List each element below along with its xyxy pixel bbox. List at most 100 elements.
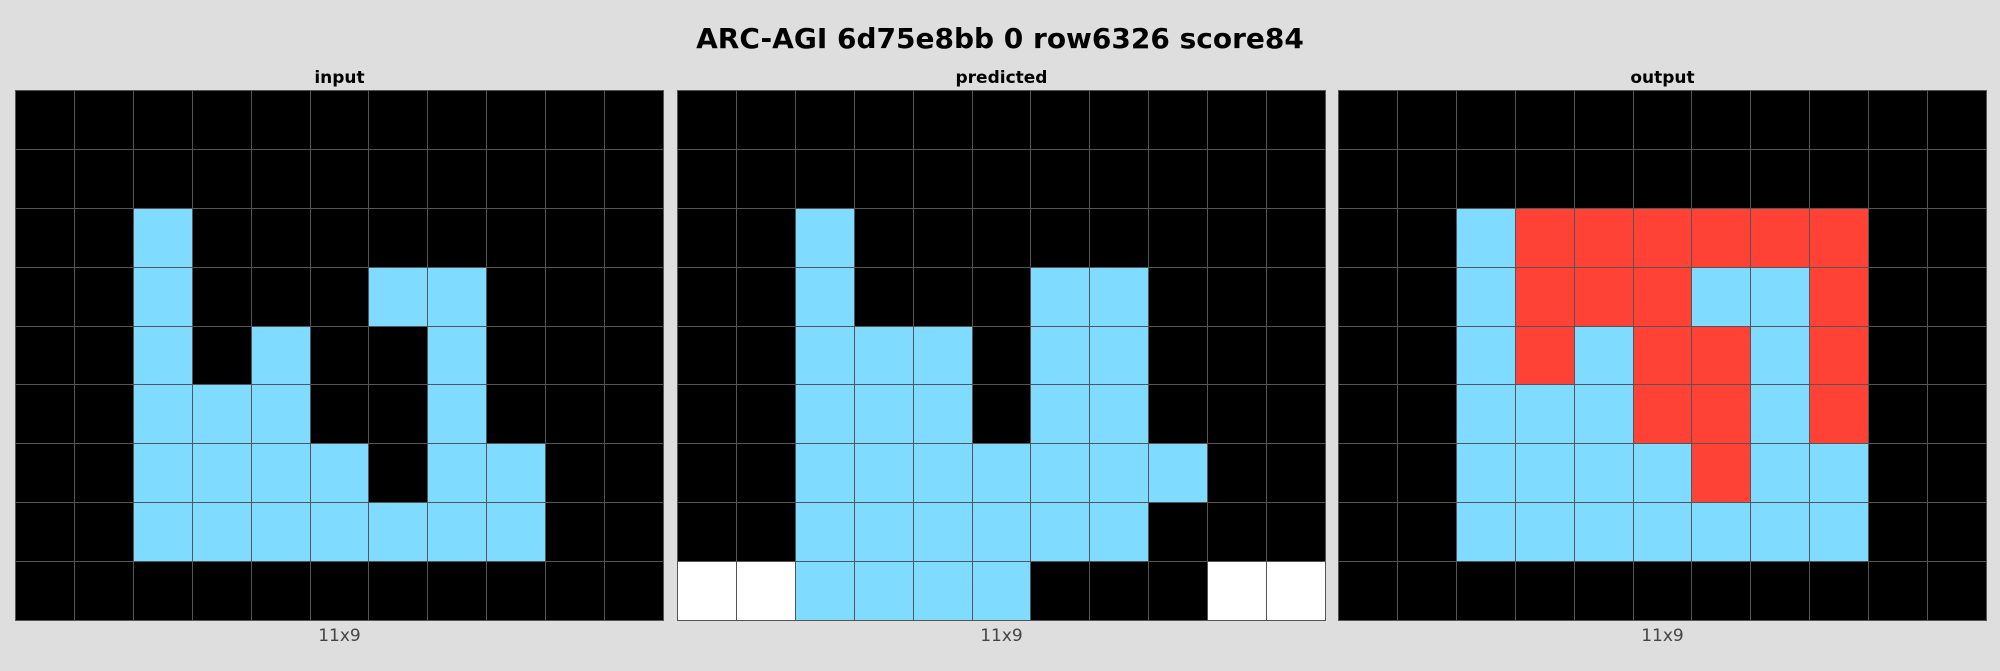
grid-cell [1869,503,1928,562]
grid-cell [1456,385,1515,444]
grid-cell [16,562,74,620]
grid-cell [972,326,1031,385]
grid-cell [192,385,251,444]
grid-cell [428,562,487,620]
grid-cell [1456,326,1515,385]
grid-cell [1515,562,1574,620]
grid-cell [1397,149,1456,208]
grid-cell [1574,267,1633,326]
grid-cell [192,149,251,208]
grid-cell [251,208,310,267]
grid-cell [1339,503,1397,562]
grid-cell [16,503,74,562]
grid-cell [74,91,133,149]
grid-cell [1633,267,1692,326]
grid-cell [1031,208,1090,267]
grid-cell [133,385,192,444]
grid-cell [1751,149,1810,208]
grid-cell [133,562,192,620]
grid-cell [605,385,663,444]
grid-cell [972,208,1031,267]
grid-cell [795,267,854,326]
grid-cell [1810,91,1869,149]
grid-cell [1090,267,1149,326]
grid-cell [913,385,972,444]
grid-cell [133,208,192,267]
grid-cell [1397,91,1456,149]
grid-cell [1574,444,1633,503]
grid-cell [192,444,251,503]
grid-cell [1810,149,1869,208]
grid-cell [1869,385,1928,444]
grid-cell [1208,385,1267,444]
grid-cell [1090,562,1149,620]
grid-cell [972,267,1031,326]
grid-cell [795,503,854,562]
grid-cell [1515,385,1574,444]
panel-input: input 11x9 [15,66,664,647]
grid-cell [1810,267,1869,326]
grid-cell [1397,444,1456,503]
grid-cell [1031,385,1090,444]
grid-cell [74,326,133,385]
grid-cell [1208,503,1267,562]
grid-cell [546,326,605,385]
grid-cell [678,562,736,620]
grid-cell [310,267,369,326]
grid-cell [1869,267,1928,326]
grid-cell [310,149,369,208]
grid-cell [1633,385,1692,444]
grid-cell [972,444,1031,503]
grid-cell [795,562,854,620]
grid-cell [1456,149,1515,208]
grid-cell [1208,267,1267,326]
grid-cell [1456,91,1515,149]
grid-cell [1397,208,1456,267]
grid-cell [16,326,74,385]
grid-cell [546,385,605,444]
grid-cell [972,503,1031,562]
grid-cell [1751,326,1810,385]
grid-cell [369,326,428,385]
panel-label: input [314,68,365,88]
grid-cell [1633,444,1692,503]
grid-cell [251,444,310,503]
grid-cell [1574,326,1633,385]
panel-predicted: predicted 11x9 [677,66,1326,647]
grid-cell [1456,503,1515,562]
grid-cell [1810,562,1869,620]
grid-cell [678,267,736,326]
grid-cell [1574,208,1633,267]
grid-cell [678,326,736,385]
input-grid [15,90,664,621]
grid-cell [736,326,795,385]
grid-cell [1515,503,1574,562]
grid-cell [487,444,546,503]
grid-cell [1574,91,1633,149]
grid-cell [369,385,428,444]
grid-cell [133,149,192,208]
grid-cell [1751,267,1810,326]
grid-cell [369,503,428,562]
grid-cell [736,91,795,149]
grid-cell [1456,444,1515,503]
grid-cell [192,208,251,267]
grid-cell [1869,326,1928,385]
grid-cell [913,326,972,385]
grid-cell [605,267,663,326]
grid-cell [1810,208,1869,267]
grid-cell [913,208,972,267]
grid-cell [1928,326,1986,385]
grid-cell [428,503,487,562]
grid-cell [678,208,736,267]
grid-cell [1456,562,1515,620]
grid-cell [487,385,546,444]
grid-cell [1692,444,1751,503]
grid-cell [487,208,546,267]
grid-cell [133,91,192,149]
grid-cell [913,562,972,620]
grid-cell [1149,503,1208,562]
grid-cell [678,503,736,562]
grid-cell [1208,149,1267,208]
